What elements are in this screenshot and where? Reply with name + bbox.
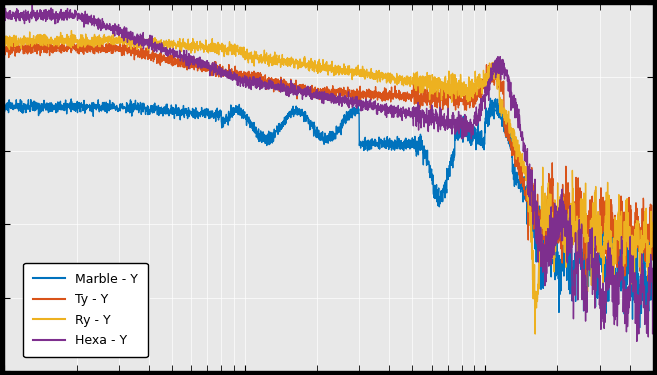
Marble - Y	[249, 128, 257, 133]
Ry - Y	[637, 238, 645, 243]
Ty - Y	[644, 279, 652, 283]
Ry - Y	[532, 332, 539, 336]
Marble - Y	[486, 96, 494, 100]
Ry - Y	[249, 53, 257, 58]
Hexa - Y	[566, 232, 574, 236]
Ty - Y	[74, 46, 82, 50]
Hexa - Y	[637, 276, 645, 281]
Hexa - Y	[277, 77, 285, 82]
Ty - Y	[566, 208, 574, 212]
Hexa - Y	[0, 15, 8, 19]
Hexa - Y	[113, 26, 121, 30]
Marble - Y	[277, 125, 285, 129]
Legend: Marble - Y, Ty - Y, Ry - Y, Hexa - Y: Marble - Y, Ty - Y, Ry - Y, Hexa - Y	[24, 263, 148, 357]
Ry - Y	[0, 42, 8, 47]
Line: Hexa - Y: Hexa - Y	[4, 5, 653, 341]
Hexa - Y	[28, 3, 36, 8]
Marble - Y	[636, 326, 644, 330]
Ty - Y	[637, 236, 645, 240]
Marble - Y	[74, 105, 82, 110]
Ty - Y	[0, 44, 8, 48]
Hexa - Y	[74, 13, 82, 18]
Hexa - Y	[249, 75, 257, 79]
Ry - Y	[277, 58, 285, 63]
Ty - Y	[649, 239, 657, 243]
Ty - Y	[277, 84, 285, 88]
Ty - Y	[84, 39, 92, 44]
Marble - Y	[566, 267, 574, 272]
Marble - Y	[0, 100, 8, 105]
Ty - Y	[113, 44, 121, 48]
Ry - Y	[649, 220, 657, 225]
Ty - Y	[249, 72, 257, 76]
Hexa - Y	[633, 339, 641, 344]
Ry - Y	[113, 35, 121, 40]
Line: Marble - Y: Marble - Y	[4, 98, 653, 328]
Ry - Y	[68, 28, 76, 33]
Line: Ry - Y: Ry - Y	[4, 31, 653, 334]
Line: Ty - Y: Ty - Y	[4, 42, 653, 281]
Hexa - Y	[649, 310, 657, 314]
Marble - Y	[113, 103, 121, 108]
Ry - Y	[567, 202, 575, 207]
Marble - Y	[637, 301, 645, 306]
Marble - Y	[649, 280, 657, 285]
Ry - Y	[74, 40, 82, 45]
